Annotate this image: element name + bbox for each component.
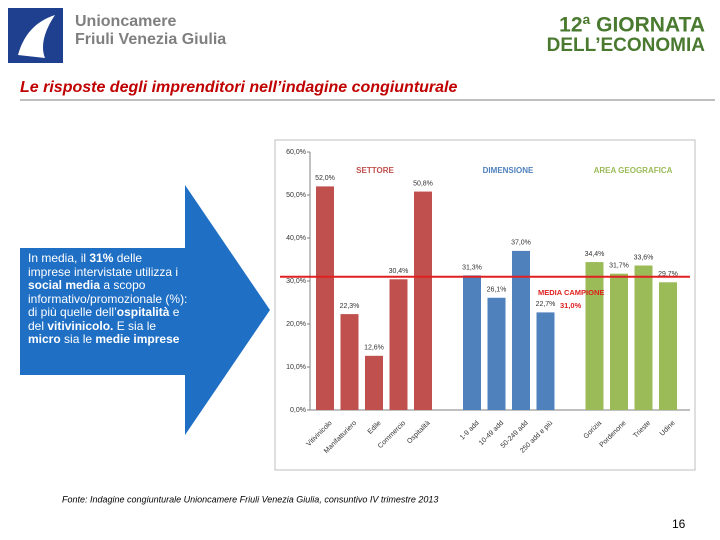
y-tick-label: 30,0% [286, 278, 306, 285]
callout-segment: social media [28, 278, 101, 292]
reference-value-label: 31,0% [560, 301, 582, 310]
slide-title: Le risposte degli imprenditori nell’inda… [20, 79, 457, 96]
value-label: 31,3% [462, 264, 482, 271]
bar [487, 297, 506, 410]
bar [365, 355, 383, 410]
callout-segment: sia le [60, 332, 96, 346]
value-label: 50,8% [413, 180, 433, 187]
bar [585, 262, 604, 410]
callout-segment: delle imprese intervistate utilizza i [28, 251, 179, 279]
bar [659, 282, 677, 410]
logo-text: Unioncamere [75, 13, 176, 30]
reference-label: MEDIA CAMPIONE [538, 288, 604, 297]
value-label: 34,4% [585, 251, 605, 258]
y-tick-label: 60,0% [286, 149, 306, 156]
callout-segment: medie imprese [95, 332, 180, 346]
value-label: 26,1% [487, 287, 507, 294]
value-label: 22,7% [536, 301, 556, 308]
callout-segment: E sia le [113, 318, 157, 333]
event-logo: 12ª GIORNATA [559, 14, 705, 37]
callout-segment: In media, il [28, 251, 90, 265]
y-tick-label: 0,0% [290, 407, 306, 414]
callout-text: In media, il 31% delle imprese intervist… [28, 251, 188, 347]
bar [389, 279, 408, 410]
callout-segment: vitivinicolo. [47, 318, 114, 333]
bar [536, 312, 555, 410]
callout-segment: micro [28, 332, 61, 346]
bar [463, 275, 481, 410]
value-label: 29,7% [658, 271, 678, 278]
bar [512, 250, 530, 410]
logo-shape [18, 15, 55, 58]
callout-segment: a scopo informativo/promozionale (%): di… [28, 278, 188, 319]
value-label: 31,7% [609, 263, 629, 270]
page-number: 16 [672, 517, 686, 531]
y-tick-label: 40,0% [286, 235, 306, 242]
group-label: SETTORE [356, 166, 394, 175]
bar [634, 265, 653, 410]
source: Fonte: Indagine congiunturale Unioncamer… [62, 494, 438, 504]
y-tick-label: 10,0% [286, 364, 306, 371]
value-label: 30,4% [389, 268, 409, 275]
value-label: 22,3% [340, 303, 360, 310]
bar [316, 186, 334, 410]
bar [610, 273, 628, 410]
event-logo: DELL’ECONOMIA [547, 35, 706, 56]
value-label: 12,6% [364, 345, 384, 352]
bar [340, 314, 359, 410]
group-label: AREA GEOGRAFICA [594, 166, 673, 175]
callout-segment: ospitalità [116, 305, 170, 319]
y-tick-label: 20,0% [286, 321, 306, 328]
logo-text: Friuli Venezia Giulia [75, 31, 226, 48]
bar [414, 191, 432, 410]
value-label: 33,6% [634, 254, 654, 261]
group-label: DIMENSIONE [483, 166, 534, 175]
arrow [20, 185, 270, 435]
callout-segment: e del [28, 305, 180, 333]
chart-frame [274, 139, 696, 471]
value-label: 37,0% [511, 240, 531, 247]
value-label: 52,0% [315, 175, 335, 182]
callout-segment: 31% [89, 251, 114, 265]
y-tick-label: 50,0% [286, 192, 306, 199]
